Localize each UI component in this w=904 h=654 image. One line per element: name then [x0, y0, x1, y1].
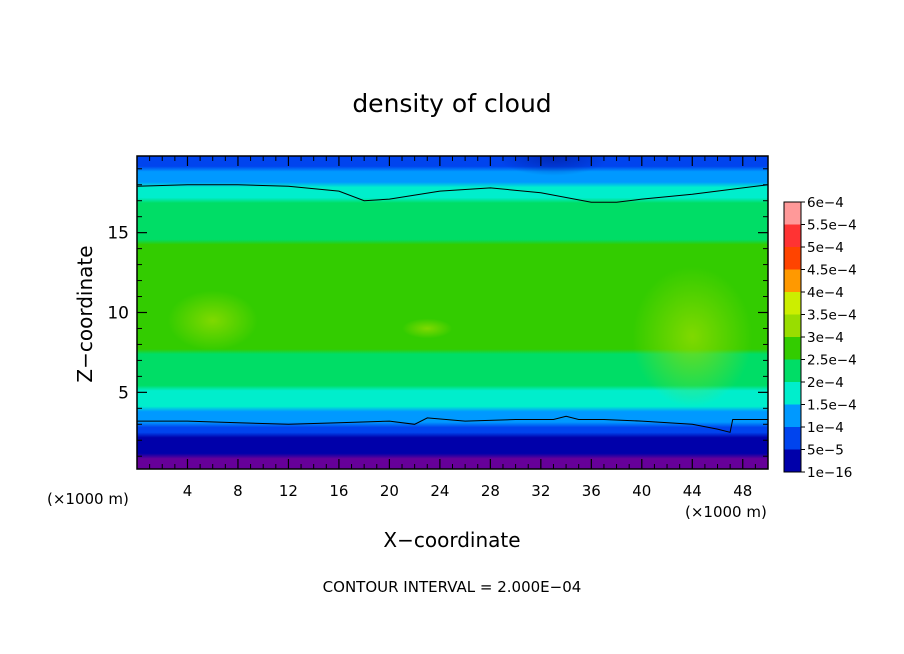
density-patch [143, 458, 158, 466]
density-patch [514, 458, 521, 466]
density-patch [337, 458, 345, 466]
colorbar-label: 1e−16 [807, 465, 852, 481]
density-patch [761, 458, 768, 466]
colorbar-swatch [784, 427, 801, 450]
density-patch [461, 458, 468, 466]
x-tick-label: 40 [632, 482, 651, 500]
density-patch [632, 266, 753, 407]
x-tick-label: 24 [430, 482, 449, 500]
x-tick-label: 20 [380, 482, 399, 500]
x-tick-label: 32 [531, 482, 550, 500]
density-patch [708, 458, 722, 466]
y-tick-label: 5 [118, 383, 129, 403]
colorbar-label: 5e−5 [807, 443, 844, 459]
y-axis-label: Z−coordinate [73, 245, 97, 382]
density-patch [744, 458, 751, 466]
density-patch [549, 458, 563, 466]
colorbar-swatch [784, 202, 801, 225]
colorbar-swatch [784, 449, 801, 473]
colorbar-label: 4e−4 [807, 285, 844, 301]
density-patch [266, 458, 279, 466]
x-unit-label-left: (×1000 m) [47, 490, 129, 508]
density-patch [319, 458, 334, 466]
density-patch [567, 458, 574, 466]
density-patch [673, 458, 683, 466]
colorbar-label: 3e−4 [807, 330, 844, 346]
density-patch [585, 458, 595, 466]
density-patch [602, 458, 617, 466]
density-patch [479, 458, 492, 466]
density-patch [372, 458, 387, 466]
density-patch [496, 458, 509, 466]
density-patch [532, 458, 544, 466]
density-patch [302, 458, 314, 466]
colorbar-label: 1.5e−4 [807, 398, 857, 414]
x-tick-label: 28 [481, 482, 500, 500]
x-tick-label: 8 [233, 482, 243, 500]
colorbar-swatch [784, 247, 801, 270]
colorbar-label: 1e−4 [807, 420, 844, 436]
density-patch [425, 458, 440, 466]
colorbar-label: 5e−4 [807, 240, 844, 256]
density-patch [691, 458, 698, 466]
density-patch [402, 318, 453, 339]
chart-title: density of cloud [352, 89, 551, 118]
density-patch [167, 290, 258, 351]
density-patch [196, 458, 210, 466]
density-patch [231, 458, 238, 466]
colorbar-swatch [784, 382, 801, 405]
colorbar-swatch [784, 269, 801, 293]
density-patch [620, 458, 628, 466]
colorbar-label: 6e−4 [807, 195, 844, 211]
colorbar-swatch [784, 404, 801, 428]
colorbar-label: 3.5e−4 [807, 308, 857, 324]
density-patch [390, 458, 399, 466]
colorbar-swatch [784, 314, 801, 338]
contour-line [137, 415, 768, 433]
density-patch [284, 458, 291, 466]
x-axis-label: X−coordinate [383, 528, 520, 552]
colorbar: 6e−4 5.5e−4 5e−4 4.5e−4 4e−4 3.5e−4 3e−4 2.5e−4… [783, 195, 857, 481]
colorbar-label: 4.5e−4 [807, 263, 857, 279]
density-patch [726, 458, 738, 466]
x-tick-label: 36 [582, 482, 601, 500]
density-patch [408, 458, 416, 466]
colorbar-swatch [784, 337, 801, 360]
density-patch [655, 458, 670, 466]
y-tick-label: 10 [107, 304, 129, 324]
density-patch [443, 458, 454, 466]
colorbar-label: 5.5e−4 [807, 218, 857, 234]
x-tick-label: 4 [183, 482, 193, 500]
x-unit-label-right: (×1000 m) [685, 503, 767, 521]
x-tick-label: 16 [329, 482, 348, 500]
contour-line [137, 184, 768, 203]
y-tick-label: 15 [107, 224, 129, 244]
density-patch [249, 458, 262, 466]
colorbar-label: 2.5e−4 [807, 353, 857, 369]
x-tick-label: 44 [683, 482, 702, 500]
colorbar-swatch [784, 224, 801, 248]
colorbar-label: 2e−4 [807, 375, 844, 391]
x-tick-label: 48 [733, 482, 752, 500]
density-patch [355, 458, 365, 466]
density-patch [160, 458, 170, 466]
density-patch [178, 458, 186, 466]
plot-area [137, 156, 768, 469]
density-patch [213, 458, 225, 466]
density-patch [498, 156, 609, 176]
colorbar-swatch [784, 359, 801, 383]
contour-interval-note: CONTOUR INTERVAL = 2.000E−04 [323, 578, 582, 596]
colorbar-swatch [784, 292, 801, 315]
x-tick-label: 12 [279, 482, 298, 500]
